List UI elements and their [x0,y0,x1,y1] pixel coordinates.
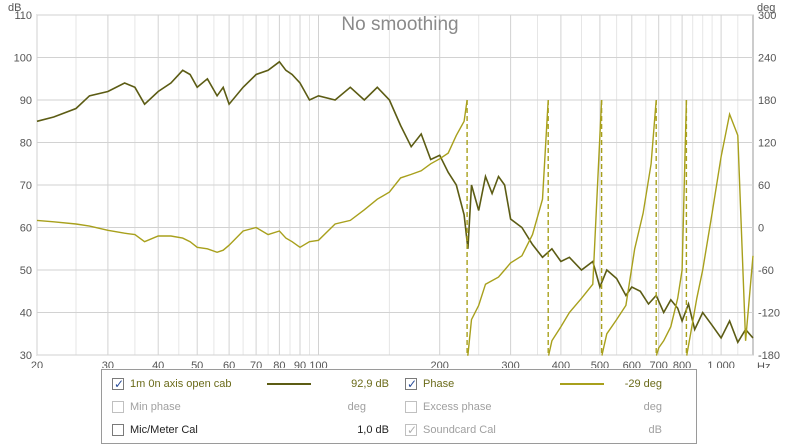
phase-swatch [560,383,604,385]
y-right-tick-label: 300 [758,10,776,22]
y-left-unit: dB [8,2,21,14]
x-tick-label: 80 [273,360,285,368]
y-right-tick-label: 0 [758,223,764,235]
measurement-swatch [267,383,311,385]
legend-panel: ✓ 1m 0n axis open cab 92,9 dB ✓ Phase -2… [101,369,697,444]
phase-line-segment [601,99,657,356]
mic-cal-checkbox[interactable] [112,424,124,436]
mic-cal-value: 1,0 dB [357,424,389,436]
phase-line-segment [467,99,549,356]
y-right-unit: deg [757,2,775,14]
min-phase-value: deg [347,401,366,413]
x-tick-label: 100 [309,360,327,368]
chart-title: No smoothing [341,14,458,35]
mic-cal-label: Mic/Meter Cal [130,424,198,436]
x-unit: Hz [757,361,770,368]
y-right-tick-label: 120 [758,138,776,150]
x-tick-label: 700 [650,360,668,368]
y-right-tick-label: 60 [758,180,770,192]
phase-label: Phase [423,378,455,390]
legend-row-excess-phase: Excess phase deg [405,398,690,416]
soundcard-cal-value: dB [648,424,662,436]
legend-row-mic-cal: Mic/Meter Cal 1,0 dB [112,421,392,439]
y-left-tick-label: 50 [20,265,32,277]
phase-value: -29 deg [624,378,662,390]
measurement-checkbox[interactable]: ✓ [112,377,125,391]
x-tick-label: 30 [102,360,114,368]
min-phase-checkbox[interactable] [112,401,124,413]
x-tick-label: 1 000 [707,360,735,368]
min-phase-label: Min phase [130,401,181,413]
x-tick-label: 90 [294,360,306,368]
excess-phase-value: deg [643,401,662,413]
check-icon: ✓ [407,423,418,437]
y-right-tick-label: 180 [758,95,776,107]
x-tick-label: 70 [250,360,262,368]
phase-line-segment [36,99,468,254]
y-left-tick-label: 40 [20,308,32,320]
x-tick-label: 40 [152,360,164,368]
x-tick-label: 50 [191,360,203,368]
soundcard-cal-label: Soundcard Cal [423,424,496,436]
excess-phase-label: Excess phase [423,401,492,413]
y-right-tick-label: -120 [758,308,780,320]
frequency-response-chart: 20 30 40 50 60 70 80 90 100 200 300 400 500 600 700 800… [8,2,780,368]
y-left-tick-label: 80 [20,138,32,150]
x-tick-label: 500 [591,360,609,368]
tick-labels: 20 30 40 50 60 70 80 90 100 200 300 400 500 600 700 800… [14,10,780,368]
x-tick-label: 600 [623,360,641,368]
check-icon: ✓ [407,377,418,391]
y-left-tick-label: 70 [20,180,32,192]
x-tick-label: 300 [501,360,519,368]
y-left-tick-label: 110 [14,10,32,22]
phase-line-segment [655,99,688,356]
x-tick-label: 200 [431,360,449,368]
x-tick-label: 400 [552,360,570,368]
y-right-tick-label: -180 [758,350,780,362]
x-tick-label: 60 [223,360,235,368]
y-right-tick-label: -60 [758,265,774,277]
measurement-value: 92,9 dB [351,378,389,390]
phase-checkbox[interactable]: ✓ [405,377,418,391]
soundcard-cal-checkbox[interactable]: ✓ [405,423,418,437]
magnitude-line [36,60,754,345]
legend-row-phase: ✓ Phase -29 deg [405,375,690,393]
y-right-tick-label: 240 [758,53,776,65]
y-left-tick-label: 30 [20,350,32,362]
y-left-tick-label: 60 [20,223,32,235]
legend-row-soundcard-cal: ✓ Soundcard Cal dB [405,421,690,439]
phase-line-segment [686,111,754,356]
series-group [36,60,754,356]
legend-row-min-phase: Min phase deg [112,398,392,416]
x-tick-label: 20 [31,360,43,368]
legend-row-measurement: ✓ 1m 0n axis open cab 92,9 dB [112,375,392,393]
y-left-tick-label: 90 [20,95,32,107]
check-icon: ✓ [114,377,125,391]
measurement-label: 1m 0n axis open cab [130,378,232,390]
phase-line-segment [548,99,603,356]
excess-phase-checkbox[interactable] [405,401,417,413]
x-tick-label: 800 [673,360,691,368]
y-left-tick-label: 100 [14,53,32,65]
